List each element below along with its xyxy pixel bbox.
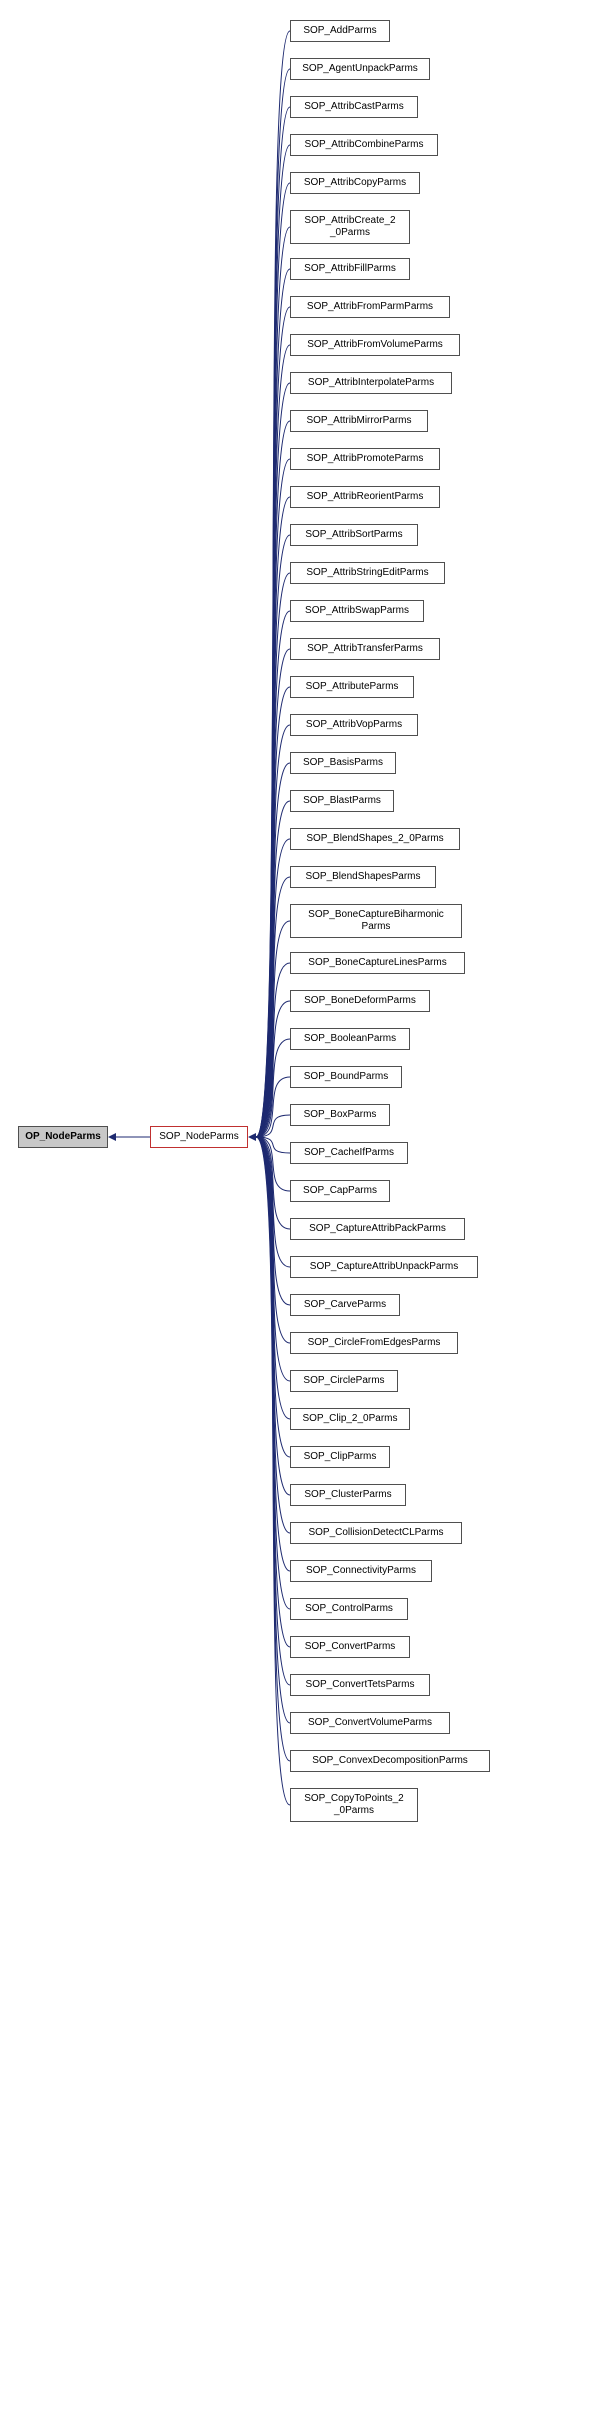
node-SOP_AttribFillParms[interactable]: SOP_AttribFillParms — [290, 258, 410, 280]
node-SOP_AttribFromParmParms[interactable]: SOP_AttribFromParmParms — [290, 296, 450, 318]
node-SOP_BlendShapesParms[interactable]: SOP_BlendShapesParms — [290, 866, 436, 888]
node-SOP_ConvertTetsParms[interactable]: SOP_ConvertTetsParms — [290, 1674, 430, 1696]
node-SOP_Clip_2_0Parms[interactable]: SOP_Clip_2_0Parms — [290, 1408, 410, 1430]
edge-layer — [10, 10, 590, 2405]
node-SOP_BoundParms[interactable]: SOP_BoundParms — [290, 1066, 402, 1088]
node-SOP_BoxParms[interactable]: SOP_BoxParms — [290, 1104, 390, 1126]
node-SOP_AttribReorientParms[interactable]: SOP_AttribReorientParms — [290, 486, 440, 508]
node-SOP_BoneCaptureBiharmonic Parms[interactable]: SOP_BoneCaptureBiharmonic Parms — [290, 904, 462, 938]
node-SOP_ConvexDecompositionParms[interactable]: SOP_ConvexDecompositionParms — [290, 1750, 490, 1772]
inheritance-diagram: OP_NodeParms SOP_NodeParms SOP_AddParms SOP… — [10, 10, 590, 2405]
node-SOP_AttribCreate_2 _0Parms[interactable]: SOP_AttribCreate_2 _0Parms — [290, 210, 410, 244]
node-SOP_ClipParms[interactable]: SOP_ClipParms — [290, 1446, 390, 1468]
node-SOP_AttribMirrorParms[interactable]: SOP_AttribMirrorParms — [290, 410, 428, 432]
node-SOP_AttribPromoteParms[interactable]: SOP_AttribPromoteParms — [290, 448, 440, 470]
node-SOP_AttribCombineParms[interactable]: SOP_AttribCombineParms — [290, 134, 438, 156]
node-SOP_AgentUnpackParms[interactable]: SOP_AgentUnpackParms — [290, 58, 430, 80]
node-SOP_CircleFromEdgesParms[interactable]: SOP_CircleFromEdgesParms — [290, 1332, 458, 1354]
node-SOP_ClusterParms[interactable]: SOP_ClusterParms — [290, 1484, 406, 1506]
node-SOP_AttribSwapParms[interactable]: SOP_AttribSwapParms — [290, 600, 424, 622]
node-SOP_AttribCastParms[interactable]: SOP_AttribCastParms — [290, 96, 418, 118]
node-SOP_CacheIfParms[interactable]: SOP_CacheIfParms — [290, 1142, 408, 1164]
node-SOP_AttribStringEditParms[interactable]: SOP_AttribStringEditParms — [290, 562, 445, 584]
node-SOP_CollisionDetectCLParms[interactable]: SOP_CollisionDetectCLParms — [290, 1522, 462, 1544]
node-SOP_AttribSortParms[interactable]: SOP_AttribSortParms — [290, 524, 418, 546]
node-SOP_NodeParms[interactable]: SOP_NodeParms — [150, 1126, 248, 1148]
node-SOP_CapParms[interactable]: SOP_CapParms — [290, 1180, 390, 1202]
node-SOP_CopyToPoints_2 _0Parms[interactable]: SOP_CopyToPoints_2 _0Parms — [290, 1788, 418, 1822]
node-SOP_BoneDeformParms[interactable]: SOP_BoneDeformParms — [290, 990, 430, 1012]
node-SOP_BasisParms[interactable]: SOP_BasisParms — [290, 752, 396, 774]
node-SOP_ConnectivityParms[interactable]: SOP_ConnectivityParms — [290, 1560, 432, 1582]
node-SOP_BlendShapes_2_0Parms[interactable]: SOP_BlendShapes_2_0Parms — [290, 828, 460, 850]
node-SOP_AttribVopParms[interactable]: SOP_AttribVopParms — [290, 714, 418, 736]
node-SOP_AttribTransferParms[interactable]: SOP_AttribTransferParms — [290, 638, 440, 660]
node-SOP_CircleParms[interactable]: SOP_CircleParms — [290, 1370, 398, 1392]
node-SOP_CarveParms[interactable]: SOP_CarveParms — [290, 1294, 400, 1316]
node-SOP_BoneCaptureLinesParms[interactable]: SOP_BoneCaptureLinesParms — [290, 952, 465, 974]
node-SOP_AttribFromVolumeParms[interactable]: SOP_AttribFromVolumeParms — [290, 334, 460, 356]
node-SOP_CaptureAttribPackParms[interactable]: SOP_CaptureAttribPackParms — [290, 1218, 465, 1240]
node-SOP_AttributeParms[interactable]: SOP_AttributeParms — [290, 676, 414, 698]
node-SOP_ConvertParms[interactable]: SOP_ConvertParms — [290, 1636, 410, 1658]
node-SOP_AddParms[interactable]: SOP_AddParms — [290, 20, 390, 42]
node-SOP_BlastParms[interactable]: SOP_BlastParms — [290, 790, 394, 812]
node-SOP_ControlParms[interactable]: SOP_ControlParms — [290, 1598, 408, 1620]
node-SOP_AttribInterpolateParms[interactable]: SOP_AttribInterpolateParms — [290, 372, 452, 394]
node-SOP_BooleanParms[interactable]: SOP_BooleanParms — [290, 1028, 410, 1050]
node-SOP_CaptureAttribUnpackParms[interactable]: SOP_CaptureAttribUnpackParms — [290, 1256, 478, 1278]
node-SOP_ConvertVolumeParms[interactable]: SOP_ConvertVolumeParms — [290, 1712, 450, 1734]
node-OP_NodeParms[interactable]: OP_NodeParms — [18, 1126, 108, 1148]
node-SOP_AttribCopyParms[interactable]: SOP_AttribCopyParms — [290, 172, 420, 194]
